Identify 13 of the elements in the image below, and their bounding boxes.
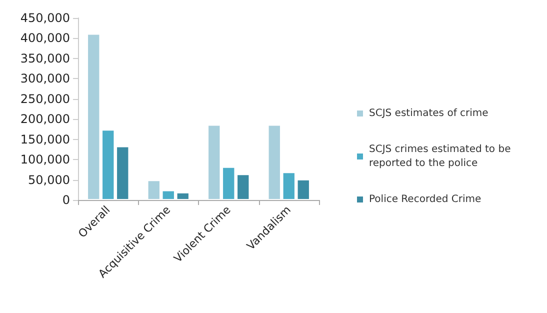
y-tick-label: 450,000 xyxy=(20,11,70,25)
legend-label: Police Recorded Crime xyxy=(369,194,482,205)
y-tick-label: 0 xyxy=(62,193,70,207)
legend-label: SCJS crimes estimated to be reported to the police xyxy=(369,144,514,169)
y-tick-label: 200,000 xyxy=(20,112,70,126)
y-tick-label: 400,000 xyxy=(20,31,70,46)
y-tick-label: 250,000 xyxy=(20,92,70,106)
y-tick-label: 150,000 xyxy=(20,132,70,146)
legend-label: SCJS estimates of crime xyxy=(369,108,488,119)
y-tick-label: 100,000 xyxy=(20,152,70,167)
y-tick-label: 50,000 xyxy=(28,172,70,187)
y-tick-label: 300,000 xyxy=(20,72,70,86)
y-tick-label: 350,000 xyxy=(20,51,70,66)
